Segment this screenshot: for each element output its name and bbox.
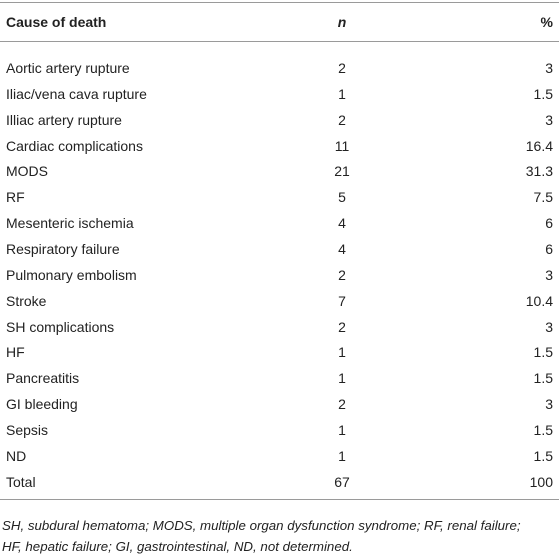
row-label: Pulmonary embolism <box>6 266 137 283</box>
table-cell: 3 <box>545 318 553 335</box>
row-label: Respiratory failure <box>6 240 120 257</box>
table-cell: 3 <box>545 111 553 128</box>
table-cell: 6 <box>545 215 553 232</box>
table-cell: 16.4 <box>525 137 553 154</box>
row-label: Sepsis <box>6 421 49 438</box>
table-cell: 1.5 <box>533 370 553 387</box>
table-cell: 3 <box>545 60 553 76</box>
table-cell: 4 <box>338 215 346 232</box>
table-cell: 1 <box>338 370 346 387</box>
row-label: Aortic artery rupture <box>6 60 130 76</box>
footnote: SH, subdural hematoma; MODS, multiple or… <box>2 518 521 533</box>
table-cell: 2 <box>338 318 346 335</box>
table-cell: 1 <box>338 85 346 102</box>
row-label: Pancreatitis <box>6 370 80 387</box>
table-cell: 3 <box>545 266 553 283</box>
row-label: HF <box>6 344 25 361</box>
table-cell: 21 <box>334 163 350 180</box>
table-cell: 4 <box>338 240 346 257</box>
header-rule <box>0 41 559 42</box>
table-cell: 31.3 <box>525 163 553 180</box>
row-label: SH complications <box>6 318 115 335</box>
row-label: Mesenteric ischemia <box>6 215 134 232</box>
table-cell: 67 <box>334 473 350 490</box>
table-cell: 100 <box>529 473 553 490</box>
table-cell: 1 <box>338 344 346 361</box>
table-cell: 11 <box>334 137 350 154</box>
table-cell: 1 <box>338 447 346 464</box>
row-label: ND <box>6 447 27 464</box>
table-cell: 1.5 <box>533 344 553 361</box>
top-rule <box>0 2 559 3</box>
table-cell: 1.5 <box>533 85 553 102</box>
table-cell: 5 <box>338 189 346 206</box>
row-label: MODS <box>6 163 48 180</box>
table-cell: 2 <box>338 266 346 283</box>
table-cell: 7 <box>338 292 346 309</box>
table-cell: 2 <box>338 396 346 413</box>
bottom-rule <box>0 499 559 500</box>
row-label: GI bleeding <box>6 396 78 413</box>
row-label: Iliac/vena cava rupture <box>6 85 147 102</box>
table-cell: 3 <box>545 396 553 413</box>
table-cell: 7.5 <box>533 189 553 206</box>
table-cell: 1 <box>338 421 346 438</box>
row-label: Total <box>6 473 36 490</box>
table-cell: 6 <box>545 240 553 257</box>
header-cell: % <box>540 14 553 30</box>
header-cell: Cause of death <box>6 14 107 30</box>
row-label: Stroke <box>6 292 47 309</box>
row-label: Illiac artery rupture <box>6 111 122 128</box>
row-label: RF <box>6 189 25 206</box>
table-cell: 1.5 <box>533 421 553 438</box>
table-cell: 10.4 <box>525 292 553 309</box>
row-label: Cardiac complications <box>6 137 143 154</box>
table-cell: 1.5 <box>533 447 553 464</box>
table-cell: 2 <box>338 60 346 76</box>
footnote: HF, hepatic failure; GI, gastrointestina… <box>2 539 353 554</box>
header-cell: n <box>337 14 347 30</box>
table-cell: 2 <box>338 111 346 128</box>
